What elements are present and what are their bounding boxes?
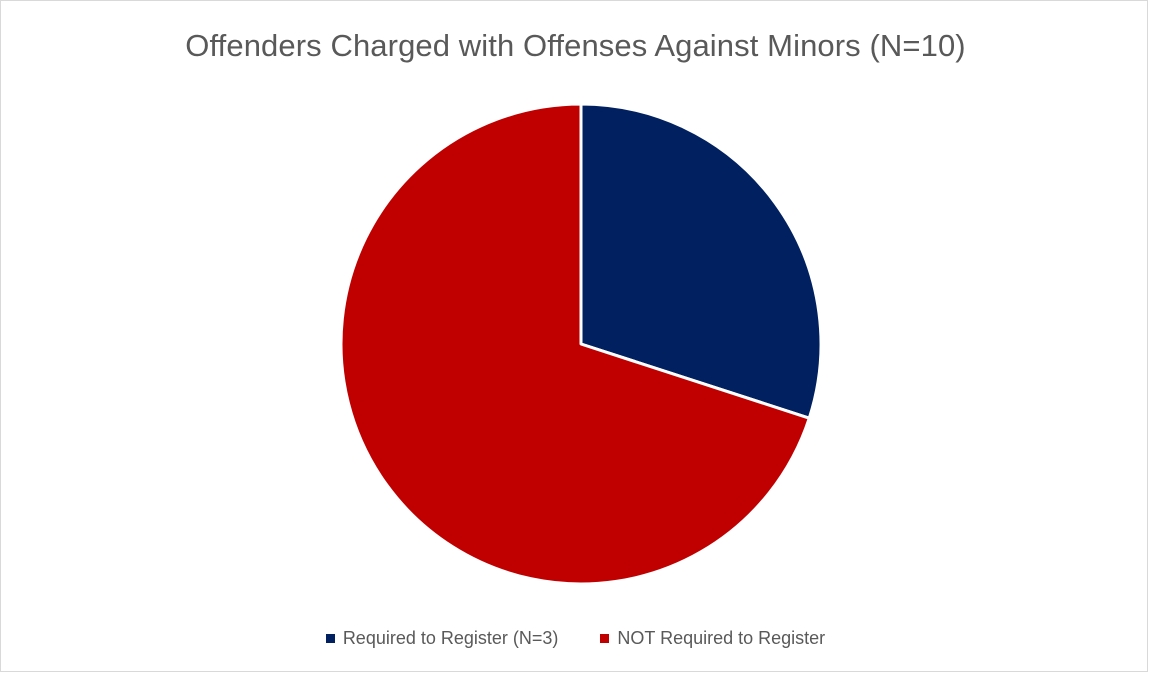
pie-slice-required <box>579 102 823 420</box>
legend-swatch-required <box>325 634 335 643</box>
legend: Required to Register (N=3) NOT Required … <box>0 628 1151 649</box>
legend-swatch-not-required <box>600 634 610 643</box>
legend-item-not-required: NOT Required to Register <box>600 628 825 649</box>
chart-title: Offenders Charged with Offenses Against … <box>185 28 966 63</box>
legend-item-required: Required to Register (N=3) <box>325 628 559 649</box>
legend-label-not-required: NOT Required to Register <box>617 628 826 648</box>
pie-slice-not-required <box>339 102 811 586</box>
legend-label-required: Required to Register (N=3) <box>342 628 559 648</box>
